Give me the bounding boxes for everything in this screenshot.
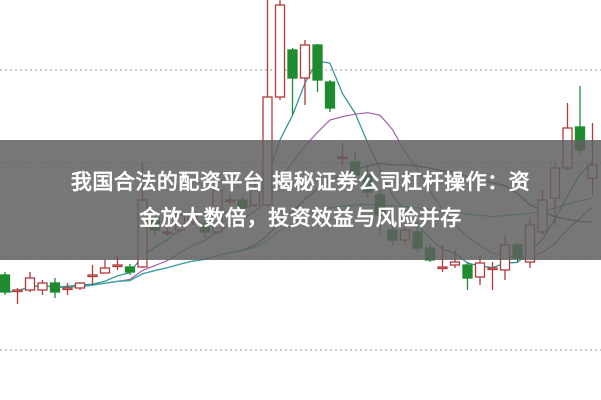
candle-down [462,264,473,279]
candle-down [324,81,336,109]
candle-up [112,264,123,268]
candle-down [312,44,323,81]
candle-up [449,261,461,266]
candle-up [24,277,36,291]
candle-up [474,262,486,278]
candle-down [49,282,61,293]
candle-down [287,49,298,79]
headline-line-2: 金放大数倍，投资效益与风险并存 [139,206,462,230]
candle-down [0,274,11,293]
candle-up [274,4,286,98]
headline-banner [0,140,601,260]
candle-up [87,274,98,278]
candle-up [99,267,111,274]
headline-line-1: 我国合法的配资平台 揭秘证券公司杠杆操作：资 [70,170,531,194]
candle-up [299,44,311,79]
candle-down [124,266,136,273]
candle-up [487,267,498,271]
candle-up [62,287,73,291]
candle-up [437,266,448,270]
candle-up [37,282,48,291]
candle-up [12,289,23,293]
candle-up [74,282,86,289]
moving-average-line-5 [4,60,593,293]
